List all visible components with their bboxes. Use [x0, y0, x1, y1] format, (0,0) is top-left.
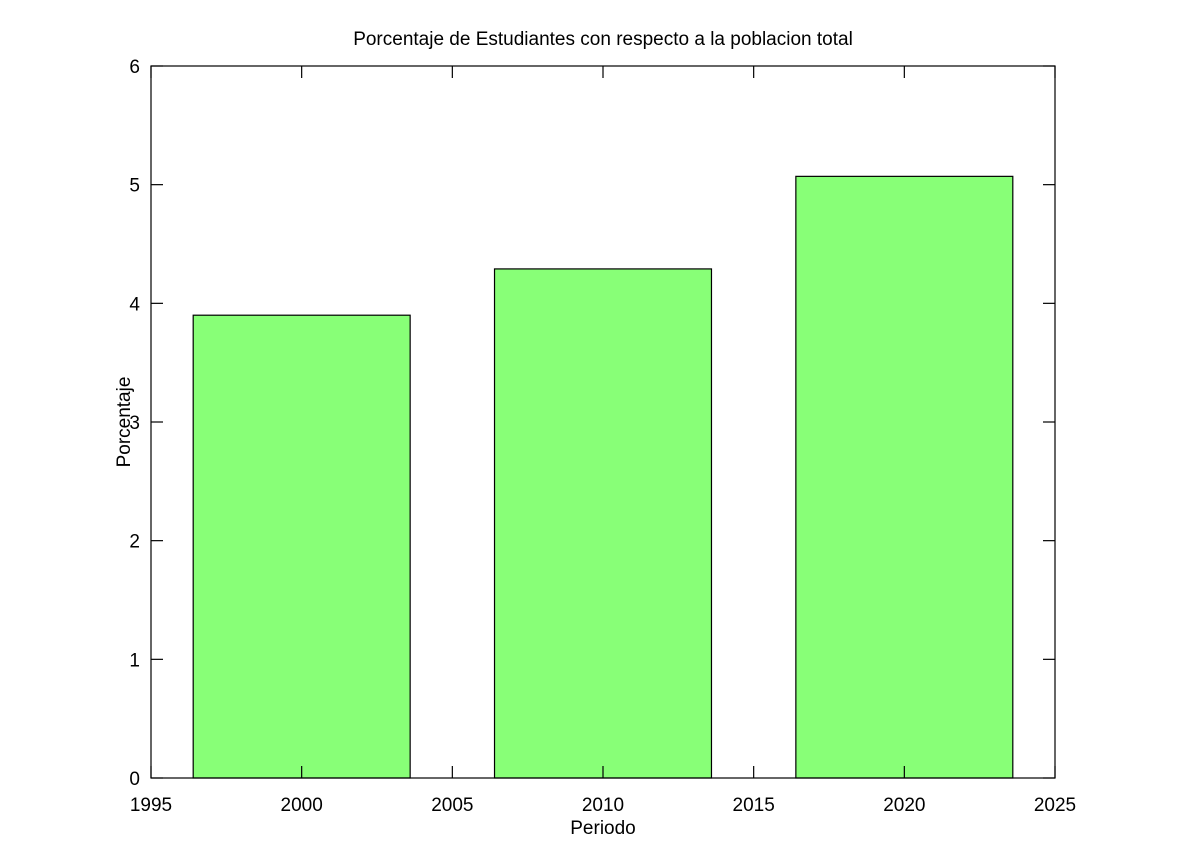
x-axis-label: Periodo [570, 818, 636, 839]
x-tick-labels: 1995 2000 2005 2010 2015 2020 2025 [130, 795, 1076, 816]
y-tick-label-0: 0 [129, 769, 140, 790]
y-tick-label-1: 1 [129, 650, 140, 671]
bars-group [192, 175, 1014, 779]
x-tick-label-2005: 2005 [431, 795, 473, 816]
x-tick-label-2025: 2025 [1034, 795, 1076, 816]
y-tick-label-5: 5 [129, 176, 140, 197]
y-tick-label-4: 4 [129, 294, 140, 315]
y-axis-label: Porcentaje [114, 377, 135, 468]
bar-2000 [192, 314, 411, 779]
bar-2010 [493, 268, 713, 779]
x-tick-label-1995: 1995 [130, 795, 172, 816]
y-tick-label-2: 2 [129, 532, 140, 553]
x-tick-label-2000: 2000 [281, 795, 323, 816]
x-tick-label-2010: 2010 [582, 795, 624, 816]
bar-2020 [795, 175, 1014, 779]
y-tick-label-3: 3 [129, 413, 140, 434]
y-tick-label-6: 6 [129, 57, 140, 78]
x-tick-label-2015: 2015 [733, 795, 775, 816]
y-tick-labels: 0 1 2 3 4 5 6 [129, 57, 140, 790]
x-tick-label-2020: 2020 [883, 795, 925, 816]
ticks-group [150, 65, 1056, 779]
chart-title: Porcentaje de Estudiantes con respecto a… [353, 29, 853, 50]
